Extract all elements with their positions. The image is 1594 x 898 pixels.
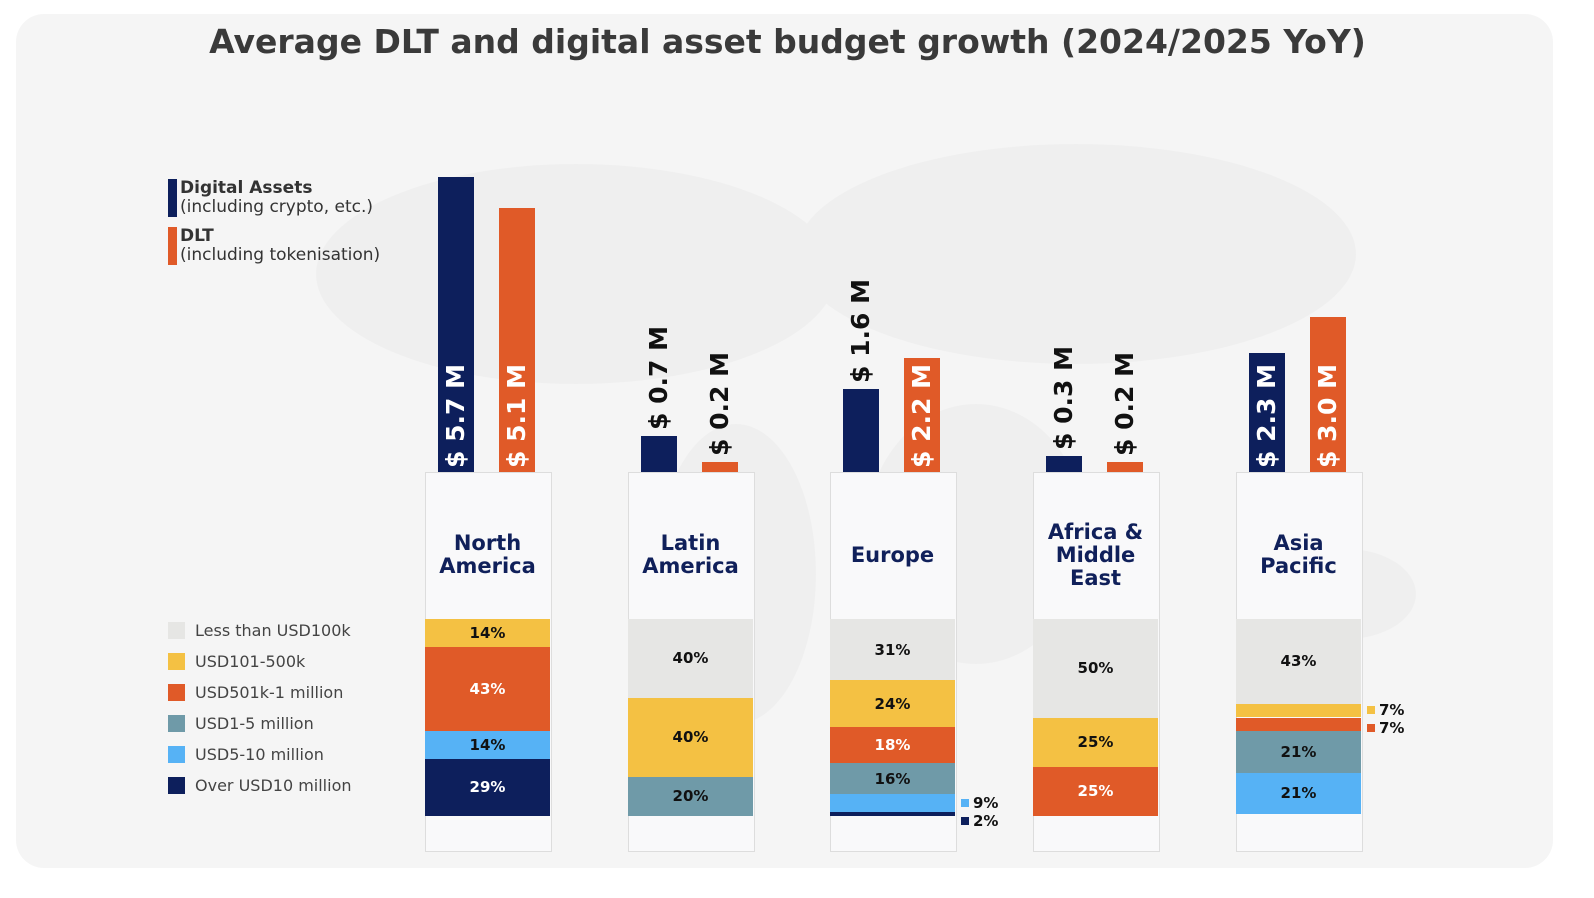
bar-value-label: $ 2.2 M bbox=[907, 364, 936, 468]
stacked-segment: 21% bbox=[1236, 731, 1361, 773]
bar-digital-assets bbox=[1249, 352, 1285, 472]
bar-dlt bbox=[1310, 316, 1346, 472]
region-label: Europe bbox=[850, 542, 935, 567]
stacked-segment bbox=[1236, 703, 1361, 718]
stacked-segment-label: 2% bbox=[961, 811, 999, 830]
bar-digital-assets bbox=[438, 176, 474, 472]
stacked-segment-label: 7% bbox=[1367, 720, 1404, 737]
legend-swatch bbox=[168, 227, 177, 265]
legend-label: DLT bbox=[180, 226, 214, 246]
bar-value-label: $ 0.3 M bbox=[1049, 346, 1078, 451]
bar-value-label: $ 0.2 M bbox=[1110, 351, 1139, 456]
bar-dlt bbox=[702, 461, 738, 472]
bar-value-label: $ 3.0 M bbox=[1313, 364, 1342, 468]
segment-value: 7% bbox=[1379, 719, 1405, 738]
legend-swatch bbox=[168, 622, 185, 639]
legend-dlt: DLT (including tokenisation) bbox=[168, 227, 380, 265]
bar-value-label: $ 5.7 M bbox=[441, 364, 470, 468]
stacked-segment-label: 7% bbox=[1367, 702, 1404, 719]
bar-value-label: $ 2.3 M bbox=[1252, 364, 1281, 468]
bar-value-label: $ 0.2 M bbox=[705, 351, 734, 456]
segment-swatch bbox=[961, 816, 969, 825]
stacked-segment: 43% bbox=[425, 646, 550, 732]
bar-dlt bbox=[1107, 461, 1143, 472]
segment-value: 9% bbox=[973, 793, 999, 812]
stacked-segment: 20% bbox=[628, 776, 753, 816]
segment-swatch bbox=[961, 798, 969, 807]
stack-legend-item: USD1-5 million bbox=[168, 714, 314, 733]
stacked-segment: 24% bbox=[830, 680, 955, 728]
legend-label: USD1-5 million bbox=[195, 714, 314, 733]
stacked-segment: 43% bbox=[1236, 619, 1361, 704]
stacked-segment: 25% bbox=[1033, 766, 1158, 816]
legend-swatch bbox=[168, 179, 177, 217]
stacked-segment: 25% bbox=[1033, 717, 1158, 767]
bar-value-label: $ 0.7 M bbox=[644, 325, 673, 430]
stacked-segment bbox=[830, 812, 955, 816]
stack-legend-item: USD101-500k bbox=[168, 652, 305, 671]
legend-label: USD501k-1 million bbox=[195, 683, 344, 702]
stacked-segment: 16% bbox=[830, 762, 955, 795]
region-label: North America bbox=[439, 531, 536, 578]
region-label: Latin America bbox=[642, 531, 739, 578]
legend-swatch bbox=[168, 715, 185, 732]
stacked-segment: 31% bbox=[830, 619, 955, 681]
segment-value: 2% bbox=[973, 811, 999, 830]
legend-label: USD5-10 million bbox=[195, 745, 324, 764]
segment-swatch bbox=[1367, 706, 1375, 715]
stacked-segment-label: 9% bbox=[961, 793, 999, 812]
bar-dlt bbox=[904, 358, 940, 472]
legend-sublabel: (including tokenisation) bbox=[180, 245, 381, 265]
stacked-segment: 14% bbox=[425, 731, 550, 759]
stacked-segment: 18% bbox=[830, 727, 955, 763]
bar-digital-assets bbox=[843, 389, 879, 472]
bar-digital-assets bbox=[641, 435, 677, 472]
legend-swatch bbox=[168, 746, 185, 763]
stacked-segment: 50% bbox=[1033, 619, 1158, 718]
stack-legend-item: Less than USD100k bbox=[168, 621, 351, 640]
bar-value-label: $ 1.6 M bbox=[846, 279, 875, 384]
stacked-segment bbox=[830, 794, 955, 813]
stacked-segment: 40% bbox=[628, 619, 753, 698]
stacked-segment: 14% bbox=[425, 619, 550, 647]
bar-value-label: $ 5.1 M bbox=[502, 364, 531, 468]
legend-label: USD101-500k bbox=[195, 652, 306, 671]
stack-legend-item: USD501k-1 million bbox=[168, 683, 343, 702]
stacked-segment: 29% bbox=[425, 758, 550, 816]
stack-legend-item: Over USD10 million bbox=[168, 776, 352, 795]
legend-label: Digital Assets bbox=[180, 178, 313, 198]
legend-swatch bbox=[168, 684, 185, 701]
legend-digital-assets: Digital Assets (including crypto, etc.) bbox=[168, 179, 373, 217]
region-label: Africa & Middle East bbox=[1047, 519, 1144, 590]
stacked-segment: 40% bbox=[628, 697, 753, 777]
segment-value: 7% bbox=[1379, 701, 1405, 720]
legend-sublabel: (including crypto, etc.) bbox=[180, 197, 374, 217]
segment-swatch bbox=[1367, 724, 1375, 733]
region-label: Asia Pacific bbox=[1260, 531, 1337, 578]
stacked-segment: 21% bbox=[1236, 772, 1361, 815]
stacked-segment bbox=[1236, 717, 1361, 732]
legend-swatch bbox=[168, 653, 185, 670]
stack-legend-item: USD5-10 million bbox=[168, 745, 324, 764]
legend-swatch bbox=[168, 777, 185, 794]
legend-label: Less than USD100k bbox=[195, 621, 351, 640]
bar-dlt bbox=[499, 207, 535, 472]
chart-title: Average DLT and digital asset budget gro… bbox=[209, 22, 1366, 61]
legend-label: Over USD10 million bbox=[195, 776, 352, 795]
bar-digital-assets bbox=[1046, 456, 1082, 472]
